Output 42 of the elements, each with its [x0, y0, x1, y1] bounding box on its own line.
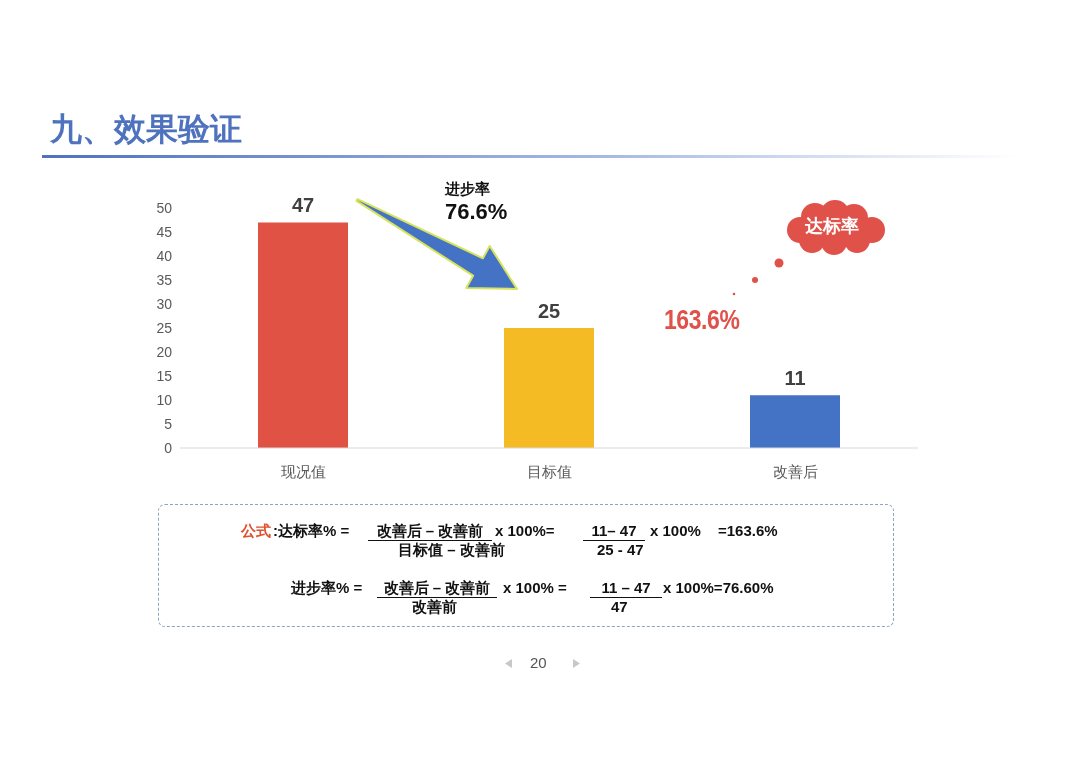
text: 11– 47 [583, 522, 645, 541]
bar [750, 395, 840, 448]
text: 20 [530, 654, 547, 672]
data-label: 47 [291, 194, 315, 217]
text: =163.6% [718, 522, 778, 540]
y-tick-label: 40 [156, 247, 173, 264]
y-tick-label: 5 [164, 415, 173, 432]
text: 目标值 – 改善前 [398, 541, 505, 559]
y-tick-label: 25 [156, 319, 173, 336]
bar [504, 328, 594, 448]
y-tick-label: 0 [164, 439, 173, 456]
x-tick-label: 现况值 [280, 462, 326, 480]
text: x 100% [650, 522, 701, 540]
text: x 100%=76.60% [663, 579, 774, 597]
annotation: 76.6% [445, 199, 508, 226]
annotation: 达标率 [804, 216, 860, 238]
x-tick-label: 目标值 [526, 462, 572, 480]
text: 改善前 [412, 598, 457, 616]
x-tick-label: 改善后 [772, 462, 818, 480]
text: 公式 [241, 522, 271, 540]
text: 改善后 – 改善前 [377, 579, 497, 598]
y-tick-label: 45 [156, 223, 173, 240]
y-tick-label: 15 [156, 367, 173, 384]
text: 进步率 [445, 180, 490, 198]
y-tick-label: 35 [156, 271, 173, 288]
bar [258, 222, 348, 448]
text: 11 – 47 [590, 579, 662, 598]
text: :达标率% = [273, 522, 350, 540]
y-tick-label: 30 [156, 295, 173, 312]
data-label: 25 [537, 300, 561, 322]
text: 25 - 47 [597, 541, 644, 559]
data-label: 11 [784, 367, 806, 390]
text: 改善后 – 改善前 [368, 522, 492, 541]
annotation: 163.6% [664, 303, 740, 337]
y-tick-label: 10 [156, 391, 173, 408]
text: x 100% = [503, 579, 567, 597]
y-tick-label: 50 [156, 199, 173, 216]
y-tick-label: 20 [156, 343, 173, 360]
chart-title: 九、效果验证 [50, 110, 242, 149]
text: 进步率% = [291, 579, 363, 597]
text: 47 [611, 598, 628, 616]
text: x 100%= [495, 522, 555, 540]
